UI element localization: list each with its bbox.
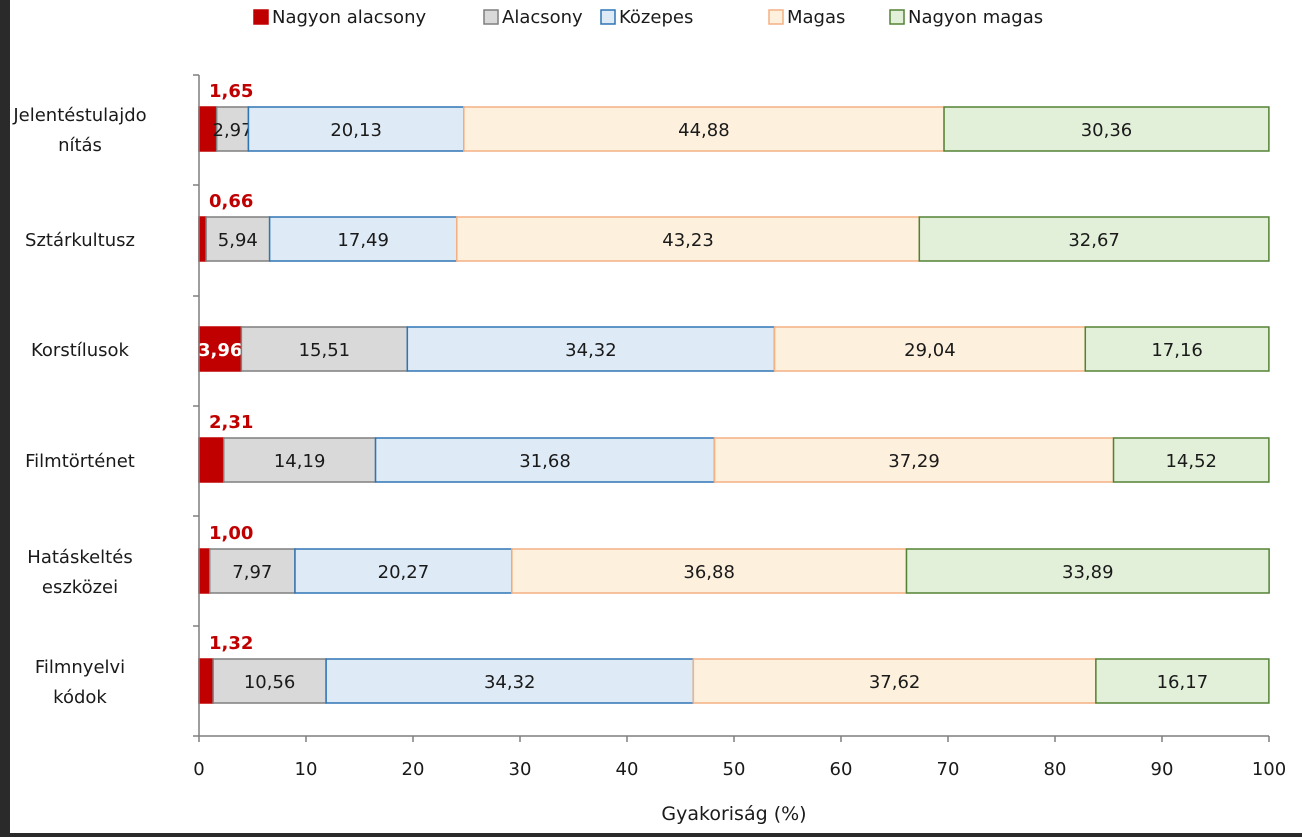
- bar-segment-alacsony: [205, 216, 271, 262]
- data-label: 34,32: [565, 340, 617, 361]
- x-tick-label: 80: [1044, 759, 1067, 780]
- data-label: 31,68: [519, 451, 571, 472]
- legend-label-alacsony: Alacsony: [502, 7, 583, 28]
- bar-segment-magas: [713, 437, 1115, 483]
- data-label: 20,27: [378, 562, 430, 583]
- x-tick-label: 10: [295, 759, 318, 780]
- bar-segment-nagyon-alacsony: [198, 548, 211, 594]
- bar-segment-alacsony: [215, 106, 250, 152]
- y-tick-label: Korstílusok: [31, 340, 130, 361]
- y-tick-label: Hatáskeltés: [27, 547, 132, 568]
- bar-segment-alacsony: [208, 548, 296, 594]
- x-tick-label: 70: [937, 759, 960, 780]
- bar-segment-nagyon-magas: [1084, 326, 1270, 372]
- x-axis-title: Gyakoriság (%): [661, 803, 806, 825]
- legend-swatch-alacsony: [483, 9, 499, 25]
- x-axis: 0 10 20 30 40 50 60 70 80 90 100: [193, 735, 1286, 780]
- bar-segment-kozepes: [294, 548, 513, 594]
- data-label: 2,31: [209, 412, 253, 433]
- data-label: 17,49: [337, 230, 389, 251]
- legend-swatch-nagyon-magas: [889, 9, 905, 25]
- bar-segment-nagyon-alacsony: [198, 437, 225, 483]
- plot-area: 1,65 2,97 20,13 44,88 30,36 0,66 5,94 17,49 43,2…: [198, 81, 1270, 704]
- bar-segment-kozepes: [325, 658, 695, 704]
- bar-segment-alacsony: [240, 326, 409, 372]
- x-tick-label: 100: [1252, 759, 1286, 780]
- data-label: 36,88: [683, 562, 735, 583]
- data-label: 43,23: [662, 230, 714, 251]
- data-label: 5,94: [218, 230, 258, 251]
- x-tick-label: 50: [723, 759, 746, 780]
- y-tick-label: Sztárkultusz: [25, 230, 135, 251]
- y-tick-label: kódok: [53, 687, 107, 708]
- bar-segment-magas: [692, 658, 1097, 704]
- chart-panel: Nagyon alacsony Alacsony Közepes Magas Nagyo…: [10, 0, 1302, 833]
- data-label: 0,66: [209, 191, 253, 212]
- legend-label-nagyon-magas: Nagyon magas: [908, 7, 1043, 28]
- y-tick-label: Jelentéstulajdo: [12, 105, 146, 126]
- data-label: 37,29: [888, 451, 940, 472]
- bar-segment-kozepes: [268, 216, 458, 262]
- bar-segment-nagyon-alacsony: [198, 658, 214, 704]
- data-label: 17,16: [1151, 340, 1203, 361]
- data-label: 1,32: [209, 633, 253, 654]
- data-label: 2,97: [213, 120, 253, 141]
- legend: Nagyon alacsony Alacsony Közepes Magas Nagyo…: [253, 7, 1043, 28]
- y-axis: Jelentéstulajdo nítás Sztárkultusz Korstílu…: [12, 74, 200, 737]
- data-label: 7,97: [232, 562, 272, 583]
- data-label: 34,32: [484, 672, 536, 693]
- x-tick-label: 20: [402, 759, 425, 780]
- x-tick-label: 0: [193, 759, 204, 780]
- x-tick-label: 60: [830, 759, 853, 780]
- x-tick-label: 90: [1151, 759, 1174, 780]
- data-label: 33,89: [1062, 562, 1114, 583]
- legend-label-nagyon-alacsony: Nagyon alacsony: [272, 7, 426, 28]
- bar-segment-alacsony: [212, 658, 327, 704]
- bar-segment-nagyon-magas: [905, 548, 1270, 594]
- y-tick-label: nítás: [58, 135, 102, 156]
- data-label: 1,00: [209, 523, 253, 544]
- data-label: 10,56: [244, 672, 296, 693]
- bar-segment-nagyon-magas: [1095, 658, 1270, 704]
- bar-segment-magas: [773, 326, 1087, 372]
- bar-segment-alacsony: [222, 437, 377, 483]
- legend-swatch-nagyon-alacsony: [253, 9, 269, 25]
- data-label: 30,36: [1081, 120, 1133, 141]
- x-tick-label: 40: [616, 759, 639, 780]
- data-label: 37,62: [869, 672, 921, 693]
- bar-segment-nagyon-magas: [1112, 437, 1270, 483]
- data-label: 16,17: [1157, 672, 1209, 693]
- data-label: 1,65: [209, 81, 253, 102]
- stacked-bar-chart: Nagyon alacsony Alacsony Közepes Magas Nagyo…: [12, 7, 1286, 825]
- bar-segment-kozepes: [374, 437, 716, 483]
- legend-swatch-magas: [768, 9, 784, 25]
- data-label: 3,96: [198, 340, 242, 361]
- data-label: 14,19: [274, 451, 326, 472]
- y-tick-label: Filmtörténet: [25, 451, 135, 472]
- data-label: 32,67: [1068, 230, 1120, 251]
- data-label: 20,13: [330, 120, 382, 141]
- data-label: 15,51: [299, 340, 351, 361]
- legend-label-kozepes: Közepes: [619, 7, 693, 28]
- bar-segment-magas: [463, 106, 945, 152]
- data-label: 29,04: [904, 340, 956, 361]
- legend-label-magas: Magas: [787, 7, 845, 28]
- bar-segment-kozepes: [247, 106, 465, 152]
- data-label: 44,88: [678, 120, 730, 141]
- y-tick-label: Filmnyelvi: [35, 657, 125, 678]
- x-tick-label: 30: [509, 759, 532, 780]
- bar-segment-kozepes: [406, 326, 776, 372]
- bar-segment-nagyon-magas: [918, 216, 1270, 262]
- legend-swatch-kozepes: [600, 9, 616, 25]
- y-tick-label: eszközei: [42, 577, 118, 598]
- bar-segment-nagyon-alacsony: [198, 216, 207, 262]
- bar-segment-nagyon-magas: [943, 106, 1270, 152]
- data-label: 14,52: [1165, 451, 1217, 472]
